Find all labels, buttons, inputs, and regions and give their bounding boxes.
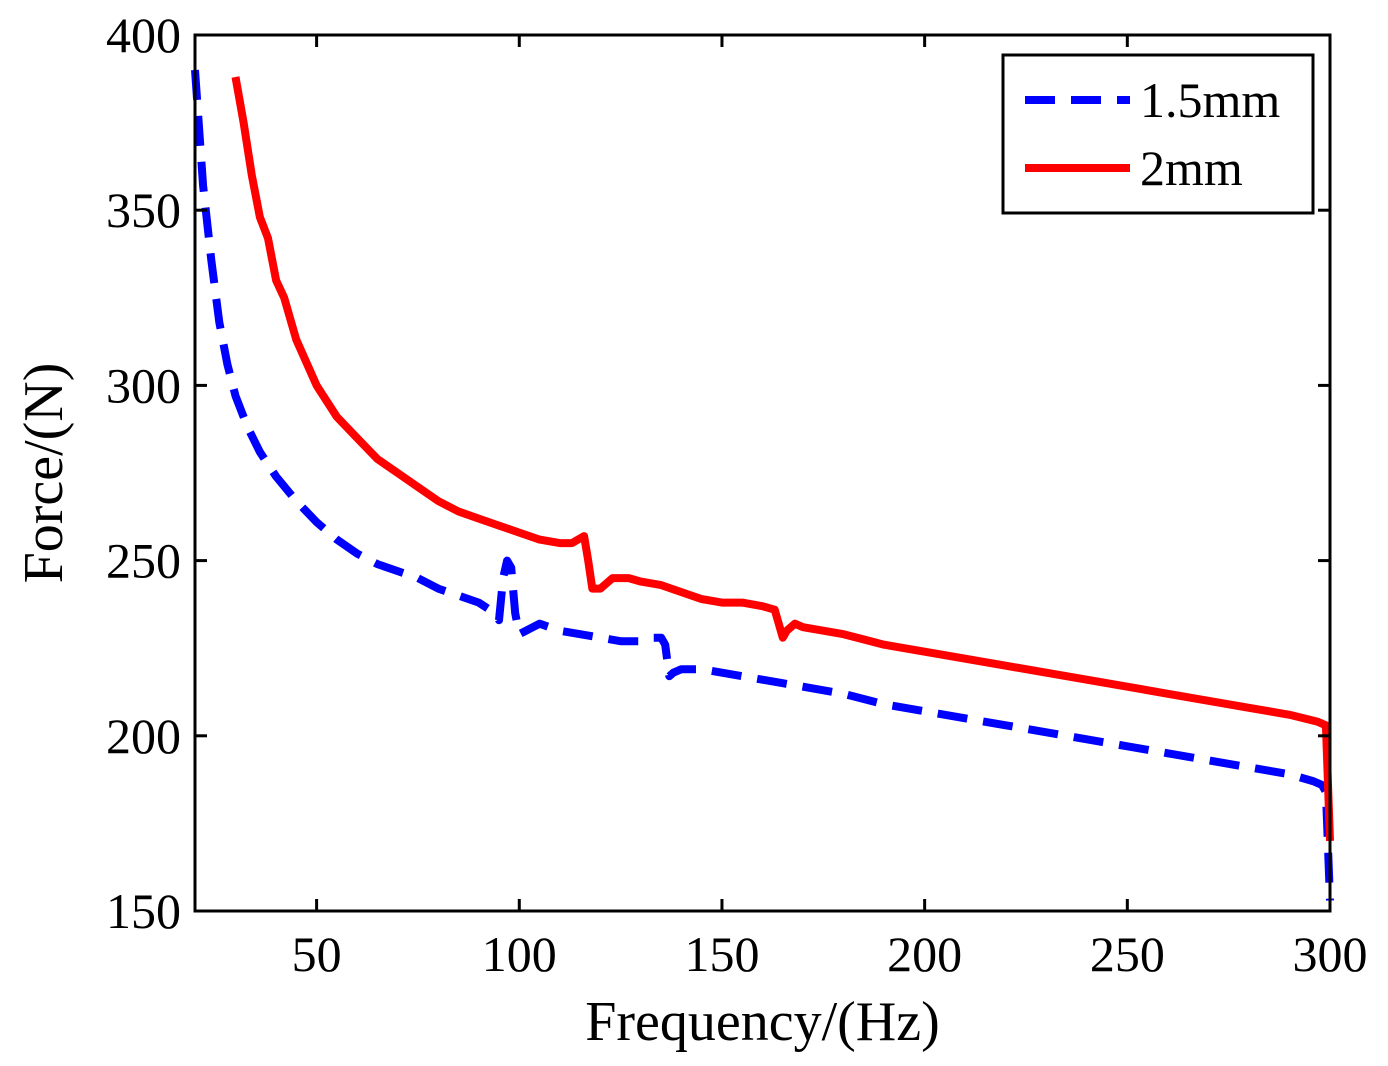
- y-tick-label-350: 350: [106, 182, 181, 238]
- series-line-1-5mm: [191, 69, 1334, 901]
- legend-label-1-5mm: 1.5mm: [1140, 72, 1280, 128]
- x-tick-label-200: 200: [887, 926, 962, 982]
- y-axis-label: Force/(N): [13, 363, 75, 584]
- legend-box: [1001, 53, 1315, 215]
- x-tick-label-100: 100: [482, 926, 557, 982]
- ticks-layer: [195, 33, 1332, 913]
- series-layer: [191, 69, 1334, 901]
- x-tick-label-150: 150: [684, 926, 759, 982]
- x-tick-label-50: 50: [292, 926, 342, 982]
- y-tick-label-200: 200: [106, 708, 181, 764]
- y-tick-label-400: 400: [106, 7, 181, 63]
- series-line-2mm: [231, 76, 1334, 842]
- y-tick-label-300: 300: [106, 357, 181, 413]
- x-tick-label-300: 300: [1293, 926, 1368, 982]
- y-tick-label-250: 250: [106, 533, 181, 589]
- legend: 1.5mm 2mm: [1001, 53, 1315, 215]
- tick-labels: 50 100 150 200 250 300 150 200 250 300 350 400: [106, 7, 1368, 982]
- x-axis-label: Frequency/(Hz): [585, 991, 940, 1053]
- y-tick-label-150: 150: [106, 883, 181, 939]
- legend-label-2mm: 2mm: [1140, 140, 1243, 196]
- plot-frame: [193, 33, 1332, 913]
- x-tick-label-250: 250: [1090, 926, 1165, 982]
